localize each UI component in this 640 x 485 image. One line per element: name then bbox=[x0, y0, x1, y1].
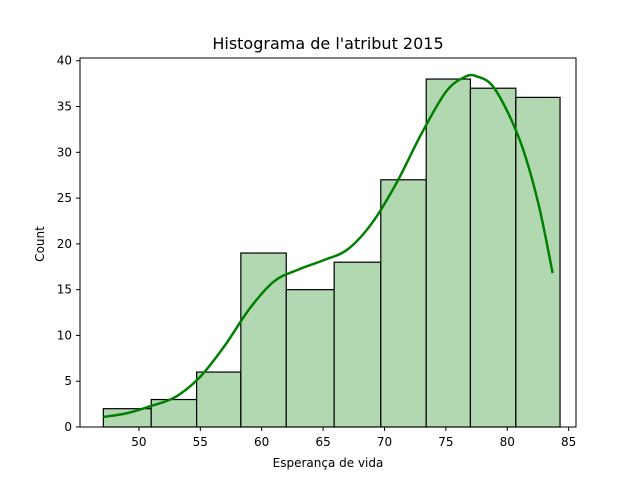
y-tick-label: 40 bbox=[57, 54, 72, 68]
histogram-bar-9 bbox=[469, 87, 517, 428]
histogram-bar-8 bbox=[425, 78, 472, 428]
x-tick-label: 70 bbox=[377, 435, 392, 449]
y-tick-label: 15 bbox=[57, 283, 72, 297]
y-tick-label: 30 bbox=[57, 145, 72, 159]
x-tick-label: 85 bbox=[561, 435, 576, 449]
histogram-bar-3 bbox=[196, 371, 242, 428]
plot-frame bbox=[79, 57, 577, 428]
y-tick-label: 35 bbox=[57, 100, 72, 114]
y-tick-label: 25 bbox=[57, 191, 72, 205]
x-tick-label: 55 bbox=[193, 435, 208, 449]
x-tick-label: 80 bbox=[500, 435, 515, 449]
x-tick-label: 65 bbox=[315, 435, 330, 449]
y-tick-label: 5 bbox=[64, 374, 72, 388]
y-tick-label: 0 bbox=[64, 420, 72, 434]
x-tick-label: 50 bbox=[131, 435, 146, 449]
histogram-bar-7 bbox=[380, 179, 427, 428]
histogram-bar-6 bbox=[333, 261, 382, 428]
y-tick-label: 10 bbox=[57, 328, 72, 342]
x-axis-label: Esperança de vida bbox=[273, 456, 384, 470]
histogram-bar-5 bbox=[285, 289, 335, 428]
chart-title: Histograma de l'atribut 2015 bbox=[212, 34, 443, 53]
y-axis-label: Count bbox=[33, 226, 47, 262]
plot-area: 50 55 60 65 70 75 80 85 0 5 10 15 20 25 30 35 40 bbox=[57, 54, 577, 449]
y-tick-label: 20 bbox=[57, 237, 72, 251]
histogram-bar-1 bbox=[102, 408, 152, 428]
kde-curve bbox=[103, 73, 554, 419]
histogram-bar-4 bbox=[240, 252, 287, 428]
x-tick-label: 60 bbox=[254, 435, 269, 449]
x-tick-label: 75 bbox=[438, 435, 453, 449]
